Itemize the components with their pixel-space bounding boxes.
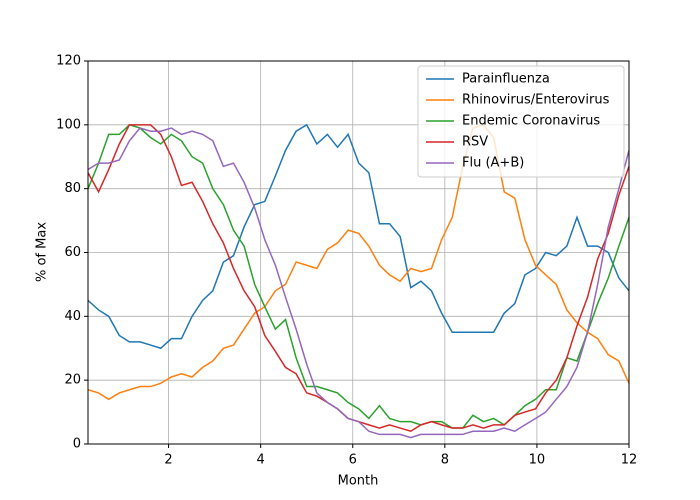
x-tick-label: 2 — [164, 453, 172, 468]
x-tick-label: 6 — [349, 453, 357, 468]
x-tick-label: 8 — [441, 453, 449, 468]
legend-label: Parainfluenza — [462, 72, 550, 87]
legend-label: RSV — [462, 135, 488, 150]
y-tick-label: 20 — [64, 373, 81, 388]
y-tick-label: 120 — [56, 54, 81, 69]
x-tick-label: 4 — [257, 453, 265, 468]
y-tick-label: 60 — [64, 245, 81, 260]
plot-frame — [87, 60, 630, 445]
y-axis-label: % of Max — [35, 222, 50, 282]
legend-label: Flu (A+B) — [462, 156, 524, 171]
legend-label: Rhinovirus/Enterovirus — [462, 93, 610, 108]
y-tick-label: 40 — [64, 309, 81, 324]
line-series — [87, 127, 630, 439]
y-tick-label: 0 — [73, 437, 81, 452]
legend-box — [417, 65, 625, 178]
legend-label: Endemic Coronavirus — [462, 114, 600, 129]
y-tick-label: 80 — [64, 181, 81, 196]
line-series — [87, 123, 630, 401]
line-series — [87, 123, 630, 429]
x-tick-label: 12 — [621, 453, 638, 468]
x-axis-label: Month — [338, 474, 379, 489]
y-tick-label: 100 — [56, 117, 81, 132]
x-tick-label: 10 — [529, 453, 546, 468]
line-series — [87, 123, 630, 350]
